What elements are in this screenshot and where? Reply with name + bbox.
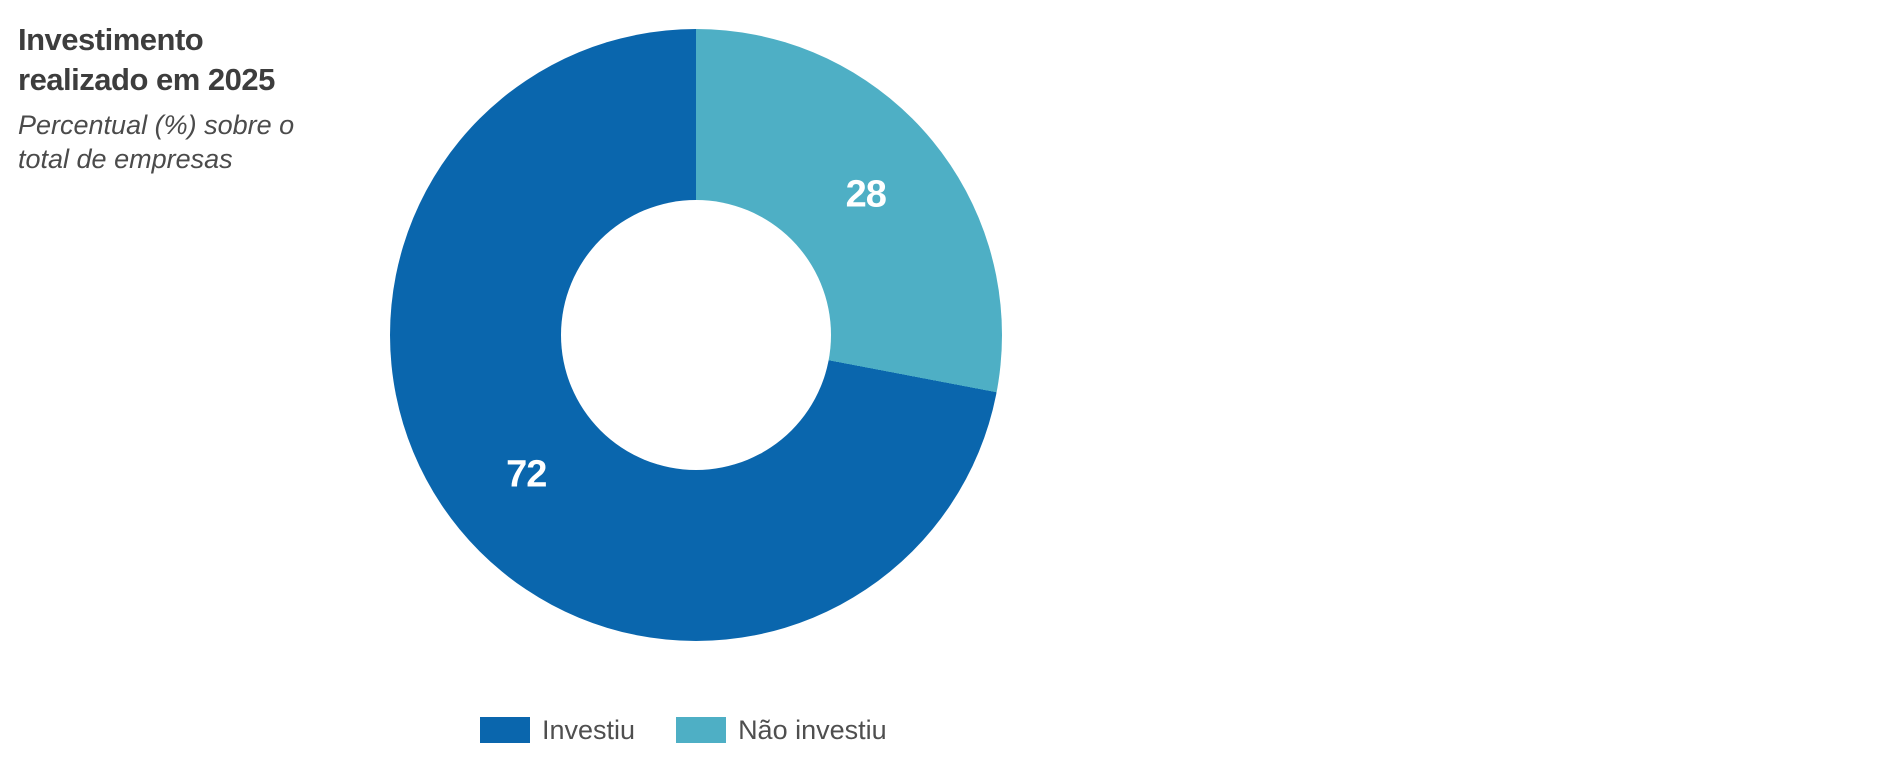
chart-header: Investimento realizado em 2025 Percentua…: [18, 20, 358, 176]
legend-item-nao-investiu: Não investiu: [676, 716, 887, 744]
donut-chart: 28 72: [390, 29, 1002, 641]
donut-hole: [561, 200, 831, 470]
chart-subtitle-line1: Percentual (%) sobre o: [18, 110, 295, 140]
legend-swatch-investiu: [480, 717, 530, 743]
legend-item-investiu: Investiu: [480, 716, 635, 744]
chart-subtitle-line2: total de empresas: [18, 144, 233, 174]
chart-legend: Investiu Não investiu: [480, 716, 887, 744]
legend-swatch-nao-investiu: [676, 717, 727, 743]
chart-title-line2: realizado em 2025: [18, 62, 275, 97]
legend-label-investiu: Investiu: [542, 715, 636, 745]
slice-value-label-nao-investiu: 28: [845, 173, 887, 216]
legend-label-nao-investiu: Não investiu: [738, 715, 887, 745]
slice-value-label-investiu: 72: [506, 453, 547, 496]
chart-title-line1: Investimento: [18, 22, 204, 57]
